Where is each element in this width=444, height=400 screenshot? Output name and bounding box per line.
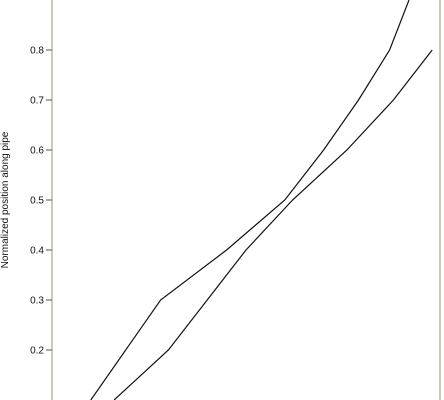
y-tick-label-6: 0.8 bbox=[30, 46, 44, 57]
y-tick-label-3: 0.5 bbox=[30, 196, 44, 207]
y-tick-label-5: 0.7 bbox=[30, 96, 44, 107]
y-tick-label-1: 0.3 bbox=[30, 296, 44, 307]
series-line-0 bbox=[90, 0, 410, 400]
y-tick-label-2: 0.4 bbox=[30, 246, 44, 257]
y-tick-label-0: 0.2 bbox=[30, 346, 44, 357]
y-tick-label-4: 0.6 bbox=[30, 146, 44, 157]
y-axis-label: Normalized position along pipe bbox=[0, 131, 11, 268]
series-line-1 bbox=[113, 49, 433, 400]
